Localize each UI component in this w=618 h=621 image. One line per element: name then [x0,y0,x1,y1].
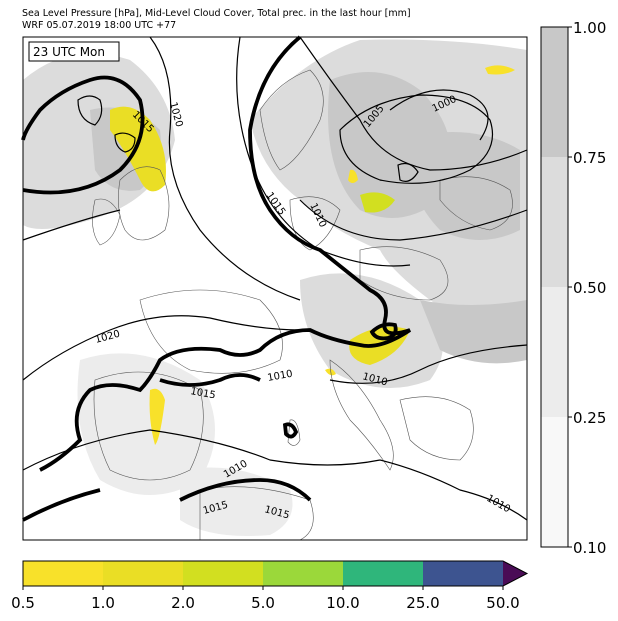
precip-tick-label: 10.0 [326,594,359,612]
isobar-1005 [339,94,494,184]
isobar-low [77,95,103,126]
precip-tick-label: 2.0 [171,594,195,612]
precip-tick-label: 0.5 [11,594,35,612]
cloud-patch [400,132,520,240]
cloud-patch [77,353,215,495]
isobar-label: 1010 [267,369,294,384]
isobar-1015 [159,373,261,387]
chart-title: Sea Level Pressure [hPa], Mid-Level Clou… [22,8,411,19]
isobars-thick [21,35,412,522]
precip-band [423,561,503,586]
precip-area [485,65,515,75]
cloud-colorbar: 1.00 0.75 0.50 0.25 0.10 [540,19,606,557]
precip-band [263,561,343,586]
isobar-1010 [329,344,528,384]
isobar-low [114,132,136,153]
isobar-1020 [22,209,121,241]
precip-extend-arrow [503,561,527,586]
cloud-tick-label: 0.50 [573,279,606,297]
cloud-tick-label: 1.00 [573,19,606,37]
cloud-tick-label: 0.75 [573,149,606,167]
isobar-1015 [22,488,101,522]
time-label: 23 UTC Mon [33,45,105,59]
precip-tick-label: 25.0 [406,594,439,612]
map-panel: 1015 1020 1015 1010 1005 1000 1020 1015 … [21,35,528,541]
isobar-1015 [282,422,299,439]
isobar-1015 [369,322,398,341]
isobar-1010 [299,36,528,171]
cloud-band [541,157,568,287]
precip-band [103,561,183,586]
precip-area [110,106,166,192]
chart-subtitle: WRF 05.07.2019 18:00 UTC +77 [22,20,177,31]
precip-band [23,561,103,586]
cloud-band [541,27,568,157]
precip-colorbar: 0.5 1.0 2.0 5.0 10.0 25.0 50.0 [11,560,529,612]
precip-tick-label: 50.0 [486,594,519,612]
isobar-low [397,162,419,182]
cloud-patch [180,467,293,536]
isobar-1010 [236,36,411,267]
cloud-tick-label: 0.25 [573,409,606,427]
precip-band [183,561,263,586]
cloud-band [541,417,568,547]
time-label-box: 23 UTC Mon [28,41,120,62]
isobar-1010 [379,459,528,521]
isobar-1010 [299,199,528,241]
isobar-1015 [39,35,412,472]
precip-band [343,561,423,586]
cloud-band [541,287,568,417]
cloud-tick-label: 0.10 [573,539,606,557]
isobar-1010 [22,429,381,471]
isobar-1020 [149,36,301,301]
precip-tick-label: 5.0 [251,594,275,612]
isobar-1000 [389,89,489,141]
isobar-1020 [22,315,301,381]
isobar-label: 1015 [189,386,216,401]
isobars-thin [22,36,528,521]
precip-area [360,192,395,213]
isobar-1015 [179,478,312,502]
precip-area [348,169,358,183]
precip-tick-label: 1.0 [91,594,115,612]
isobar-1015 [21,75,145,195]
